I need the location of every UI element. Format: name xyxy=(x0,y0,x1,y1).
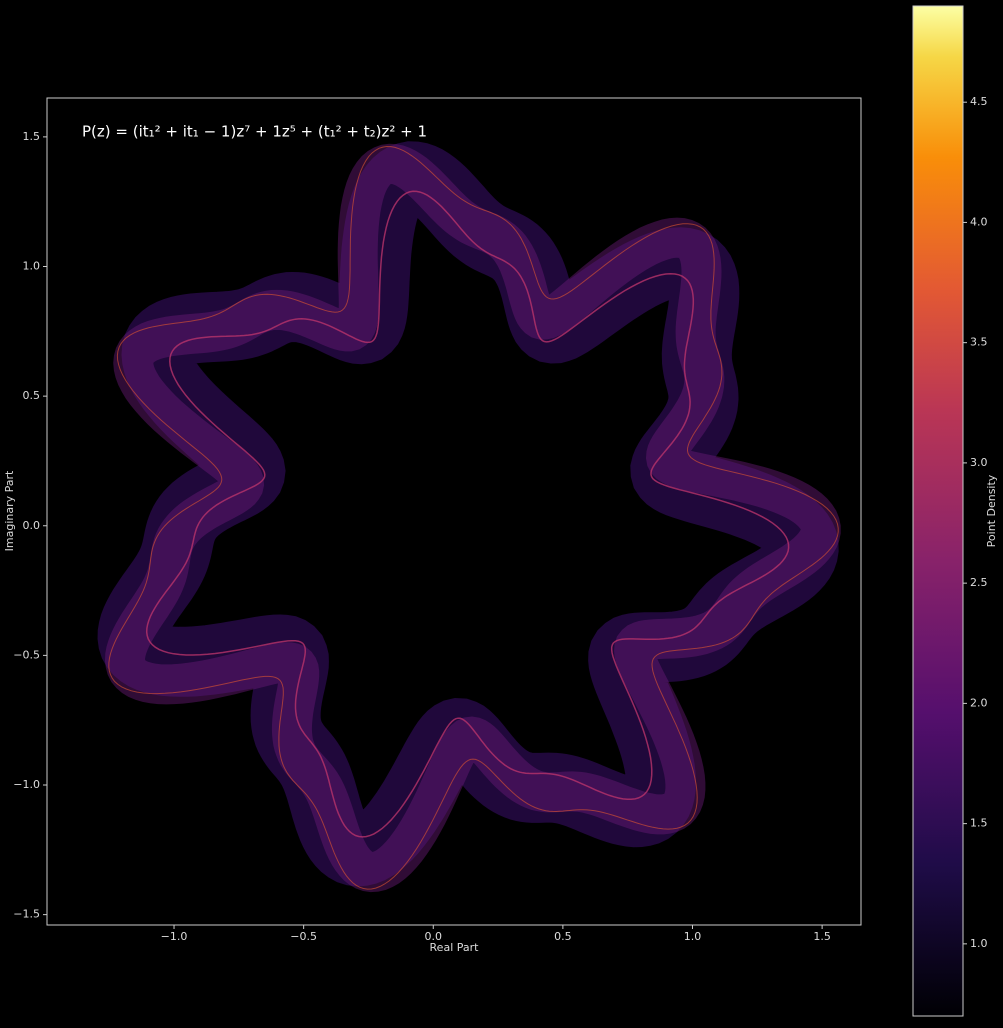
colorbar-tick-label: 2.0 xyxy=(970,696,988,709)
colorbar xyxy=(912,5,964,1017)
density-edge xyxy=(145,190,790,838)
colorbar-label: Point Density xyxy=(985,474,998,547)
y-axis-label: Imaginary Part xyxy=(3,470,16,551)
x-tick-label: 0.0 xyxy=(425,930,443,943)
density-cloud xyxy=(97,141,841,893)
density-band xyxy=(97,141,839,887)
y-tick-label: −1.0 xyxy=(13,778,40,791)
colorbar-tick-label: 3.0 xyxy=(970,456,988,469)
colorbar-tick-label: 1.0 xyxy=(970,937,988,950)
annotation: P(z) = (it₁² + it₁ − 1)z⁷ + 1z⁵ + (t₁² +… xyxy=(82,123,427,141)
colorbar-tick-label: 4.5 xyxy=(970,95,988,108)
x-tick-label: 0.5 xyxy=(554,930,572,943)
x-tick-label: −0.5 xyxy=(290,930,317,943)
density-band xyxy=(104,143,841,893)
x-tick-label: 1.5 xyxy=(813,930,831,943)
colorbar-tick-label: 3.5 xyxy=(970,336,988,349)
plot-frame xyxy=(46,97,862,926)
x-axis-label: Real Part xyxy=(430,941,480,954)
colorbar-tick-label: 4.0 xyxy=(970,215,988,228)
y-tick-label: −1.5 xyxy=(13,908,40,921)
y-tick-label: 1.0 xyxy=(23,260,41,273)
x-tick-label: −1.0 xyxy=(161,930,188,943)
y-tick-label: 0.5 xyxy=(23,389,41,402)
density-edge xyxy=(108,145,839,890)
y-tick-label: 0.0 xyxy=(23,519,41,532)
x-tick-label: 1.0 xyxy=(684,930,702,943)
colorbar-tick-label: 2.5 xyxy=(970,576,988,589)
y-tick-label: 1.5 xyxy=(23,130,41,143)
colorbar-tick-label: 1.5 xyxy=(970,817,988,830)
y-tick-label: −0.5 xyxy=(13,648,40,661)
